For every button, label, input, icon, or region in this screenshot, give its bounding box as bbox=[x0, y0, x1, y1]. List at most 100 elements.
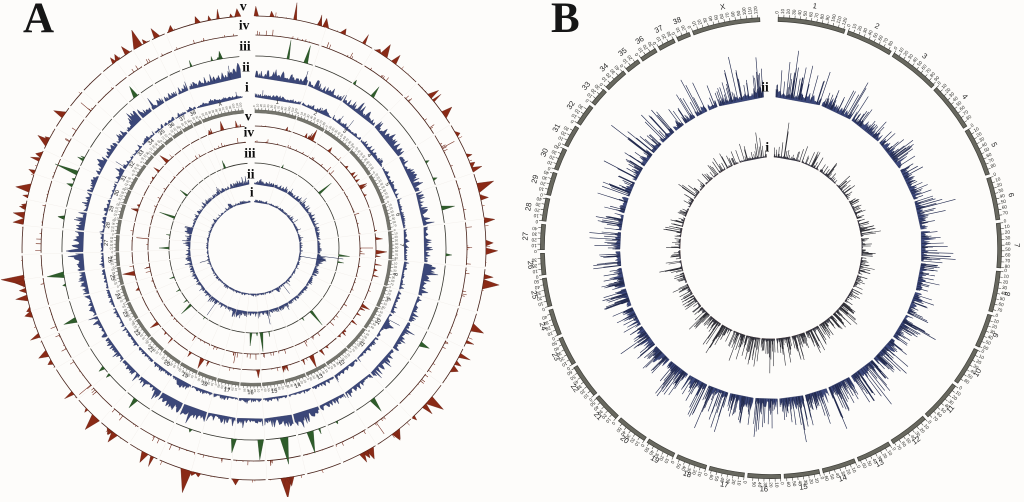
svg-text:20: 20 bbox=[111, 225, 115, 230]
svg-text:30: 30 bbox=[907, 53, 914, 60]
svg-text:20: 20 bbox=[230, 387, 235, 391]
svg-text:0: 0 bbox=[534, 249, 537, 254]
svg-text:4: 4 bbox=[960, 92, 970, 101]
svg-text:40: 40 bbox=[648, 449, 655, 456]
svg-text:50: 50 bbox=[905, 437, 912, 444]
svg-text:50: 50 bbox=[312, 116, 317, 121]
svg-text:30: 30 bbox=[127, 176, 132, 181]
svg-text:60: 60 bbox=[1001, 204, 1007, 210]
svg-text:0: 0 bbox=[367, 329, 371, 333]
svg-text:30: 30 bbox=[543, 320, 550, 326]
svg-text:10: 10 bbox=[388, 203, 393, 208]
svg-text:v: v bbox=[245, 109, 252, 124]
svg-text:20: 20 bbox=[731, 479, 737, 485]
svg-text:20: 20 bbox=[857, 25, 864, 32]
svg-text:30: 30 bbox=[563, 125, 570, 132]
svg-text:20: 20 bbox=[536, 296, 543, 302]
svg-text:30: 30 bbox=[876, 455, 883, 462]
svg-text:40: 40 bbox=[553, 143, 560, 150]
svg-text:10: 10 bbox=[886, 449, 893, 456]
svg-text:10: 10 bbox=[1003, 274, 1009, 280]
svg-text:10: 10 bbox=[538, 186, 545, 192]
svg-text:34: 34 bbox=[147, 138, 156, 147]
svg-text:0: 0 bbox=[348, 350, 352, 354]
svg-text:10: 10 bbox=[328, 125, 333, 130]
svg-text:0: 0 bbox=[139, 160, 143, 164]
svg-text:0: 0 bbox=[981, 348, 986, 354]
svg-text:20: 20 bbox=[204, 111, 209, 116]
svg-text:10: 10 bbox=[256, 103, 260, 107]
svg-text:10: 10 bbox=[154, 350, 159, 355]
svg-text:0: 0 bbox=[703, 472, 709, 476]
svg-text:50: 50 bbox=[160, 355, 165, 360]
svg-text:40: 40 bbox=[384, 298, 389, 303]
svg-text:30: 30 bbox=[535, 201, 541, 207]
svg-text:8: 8 bbox=[393, 272, 399, 276]
svg-text:0: 0 bbox=[325, 124, 329, 128]
svg-text:60: 60 bbox=[395, 249, 399, 253]
svg-text:20: 20 bbox=[389, 206, 394, 211]
svg-text:60: 60 bbox=[342, 135, 347, 140]
svg-text:0: 0 bbox=[394, 258, 396, 262]
svg-text:70: 70 bbox=[724, 12, 730, 18]
svg-text:30: 30 bbox=[183, 371, 188, 376]
svg-text:20: 20 bbox=[110, 258, 114, 262]
svg-text:40: 40 bbox=[532, 226, 538, 231]
svg-text:25: 25 bbox=[529, 290, 539, 300]
svg-text:30: 30 bbox=[203, 380, 208, 385]
svg-text:40: 40 bbox=[223, 386, 228, 390]
svg-text:10: 10 bbox=[110, 229, 114, 233]
svg-text:0: 0 bbox=[296, 112, 300, 115]
svg-text:40: 40 bbox=[123, 307, 128, 312]
svg-text:5: 5 bbox=[989, 141, 999, 149]
svg-text:17: 17 bbox=[719, 479, 729, 489]
svg-text:70: 70 bbox=[329, 365, 334, 370]
svg-text:0: 0 bbox=[306, 378, 310, 381]
svg-text:20: 20 bbox=[114, 209, 119, 214]
svg-text:80: 80 bbox=[1004, 264, 1010, 269]
svg-text:40: 40 bbox=[338, 359, 343, 364]
svg-text:60: 60 bbox=[381, 305, 386, 310]
svg-text:30: 30 bbox=[390, 209, 395, 214]
svg-text:20: 20 bbox=[881, 452, 888, 459]
svg-text:50: 50 bbox=[802, 10, 808, 16]
svg-text:30: 30 bbox=[555, 351, 562, 358]
svg-text:40: 40 bbox=[315, 373, 320, 378]
svg-text:40: 40 bbox=[112, 218, 116, 223]
svg-text:30: 30 bbox=[948, 91, 956, 98]
svg-text:60: 60 bbox=[273, 105, 278, 109]
svg-text:20: 20 bbox=[1003, 279, 1009, 285]
svg-text:3: 3 bbox=[920, 51, 929, 61]
svg-text:20: 20 bbox=[579, 388, 586, 395]
svg-text:40: 40 bbox=[867, 29, 874, 36]
svg-text:0: 0 bbox=[774, 11, 779, 14]
svg-text:40: 40 bbox=[1001, 290, 1007, 296]
svg-text:10: 10 bbox=[234, 387, 238, 391]
svg-text:32: 32 bbox=[128, 161, 136, 170]
svg-text:50: 50 bbox=[214, 108, 219, 113]
svg-text:40: 40 bbox=[293, 382, 298, 387]
svg-text:70: 70 bbox=[395, 253, 399, 257]
svg-text:0: 0 bbox=[820, 476, 826, 480]
svg-text:40: 40 bbox=[180, 369, 185, 374]
svg-text:30: 30 bbox=[593, 83, 601, 90]
svg-text:70: 70 bbox=[276, 105, 281, 109]
svg-text:15: 15 bbox=[799, 482, 809, 492]
svg-text:20: 20 bbox=[539, 180, 546, 186]
svg-text:40: 40 bbox=[680, 465, 687, 472]
svg-text:10: 10 bbox=[210, 382, 215, 387]
svg-text:20: 20 bbox=[194, 115, 199, 120]
svg-text:50: 50 bbox=[940, 407, 948, 414]
svg-text:10: 10 bbox=[191, 116, 196, 121]
svg-text:10: 10 bbox=[955, 390, 962, 397]
svg-text:10: 10 bbox=[131, 168, 136, 173]
svg-text:110: 110 bbox=[290, 107, 295, 113]
svg-text:50: 50 bbox=[196, 377, 201, 382]
svg-text:30: 30 bbox=[393, 268, 397, 273]
svg-text:40: 40 bbox=[135, 327, 140, 332]
svg-text:60: 60 bbox=[936, 411, 944, 419]
svg-text:10: 10 bbox=[172, 364, 177, 369]
svg-text:10: 10 bbox=[128, 317, 133, 322]
svg-text:10: 10 bbox=[546, 159, 553, 166]
svg-text:40: 40 bbox=[534, 285, 540, 291]
